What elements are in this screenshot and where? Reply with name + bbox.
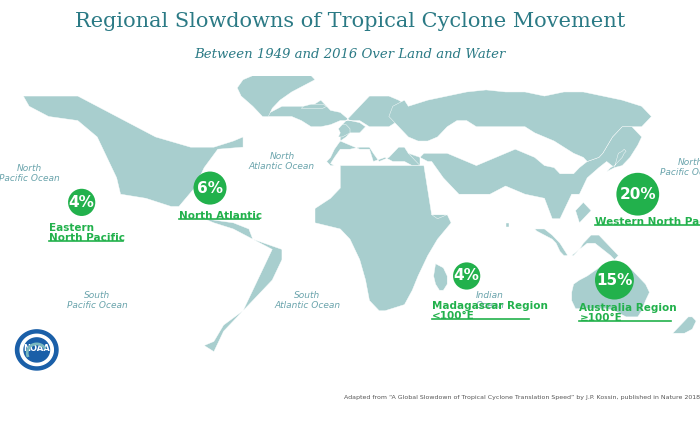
Text: South
Pacific Ocean: South Pacific Ocean [66, 291, 127, 310]
Text: 4%: 4% [454, 269, 480, 283]
Polygon shape [15, 330, 58, 370]
Polygon shape [389, 90, 652, 162]
Ellipse shape [453, 262, 480, 289]
Text: 20%: 20% [620, 187, 656, 202]
Text: North
Pacific Ocean: North Pacific Ocean [0, 164, 60, 184]
Text: Madagascar Region: Madagascar Region [432, 301, 547, 311]
Polygon shape [237, 70, 315, 117]
Ellipse shape [68, 189, 95, 216]
Text: Indian
Ocean: Indian Ocean [475, 291, 505, 310]
Polygon shape [572, 264, 650, 317]
Ellipse shape [193, 172, 227, 205]
Polygon shape [315, 165, 451, 311]
Polygon shape [535, 229, 618, 260]
Text: North Atlantic: North Atlantic [179, 210, 262, 221]
Ellipse shape [617, 173, 659, 216]
Polygon shape [408, 127, 642, 219]
Text: <100°E: <100°E [432, 311, 475, 321]
Text: 15%: 15% [596, 273, 633, 288]
Text: Between 1949 and 2016 Over Land and Water: Between 1949 and 2016 Over Land and Wate… [195, 48, 505, 61]
Text: 4%: 4% [69, 195, 95, 210]
Polygon shape [505, 223, 510, 227]
Polygon shape [20, 334, 53, 365]
Text: Eastern: Eastern [48, 223, 94, 233]
Text: Regional Slowdowns of Tropical Cyclone Movement: Regional Slowdowns of Tropical Cyclone M… [75, 12, 625, 31]
Text: South
Atlantic Ocean: South Atlantic Ocean [274, 291, 340, 310]
Polygon shape [302, 104, 327, 108]
Polygon shape [24, 338, 50, 362]
Text: Australia Region: Australia Region [580, 302, 677, 313]
Polygon shape [603, 149, 626, 176]
Polygon shape [673, 317, 696, 333]
Polygon shape [433, 264, 447, 290]
Text: Adapted from “A Global Slowdown of Tropical Cyclone Translation Speed” by J.P. K: Adapted from “A Global Slowdown of Tropi… [344, 394, 700, 400]
Polygon shape [23, 96, 243, 206]
Text: North
Pacific Ocean: North Pacific Ocean [660, 158, 700, 177]
Text: NOAA: NOAA [23, 344, 50, 353]
Ellipse shape [595, 260, 634, 299]
Polygon shape [195, 215, 282, 352]
Polygon shape [262, 96, 420, 165]
Text: 6%: 6% [197, 181, 223, 196]
Text: North Pacific: North Pacific [48, 233, 125, 243]
Text: ≥100°E: ≥100°E [580, 313, 622, 323]
Text: Western North Pacific: Western North Pacific [595, 217, 700, 227]
Text: ncei.noaa.gov  •  NOAA National Centers for Environmental Informaton: ncei.noaa.gov • NOAA National Centers fo… [78, 400, 622, 415]
Text: North
Atlantic Ocean: North Atlantic Ocean [249, 152, 315, 171]
Polygon shape [575, 202, 591, 223]
Polygon shape [338, 125, 350, 137]
